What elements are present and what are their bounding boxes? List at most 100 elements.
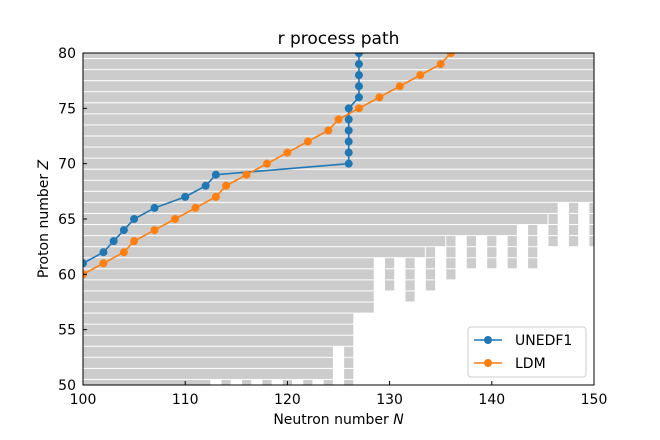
nuclei-block-z50-n100-112 bbox=[83, 379, 211, 385]
nuclei-block-z51-n126-126 bbox=[344, 368, 354, 379]
nuclei-block-z51-n100-124 bbox=[83, 368, 333, 379]
legend-label-ldm: LDM bbox=[515, 356, 546, 372]
nuclei-block-z53-n100-124 bbox=[83, 346, 333, 357]
nuclei-block-z58-n100-128 bbox=[83, 291, 374, 302]
nuclei-block-z63-n136-136 bbox=[446, 236, 456, 247]
data-point-ldm-5 bbox=[170, 215, 179, 223]
nuclei-block-z50-n116-116 bbox=[241, 379, 252, 385]
nuclei-block-z80-n100-150 bbox=[83, 53, 594, 59]
x-tick-label-5: 150 bbox=[581, 392, 608, 408]
nuclei-block-z53-n126-126 bbox=[344, 346, 354, 357]
data-point-unedf1-3 bbox=[119, 226, 128, 235]
nuclei-block-z68-n100-150 bbox=[83, 180, 594, 191]
nuclei-block-z61-n132-132 bbox=[405, 258, 415, 269]
y-tick-label-4: 70 bbox=[58, 157, 76, 173]
data-point-unedf1-14 bbox=[344, 104, 353, 113]
data-point-ldm-17 bbox=[395, 82, 404, 91]
nuclei-block-z61-n142-142 bbox=[507, 258, 517, 269]
y-tick-label-6: 80 bbox=[58, 46, 76, 62]
legend-marker-unedf1 bbox=[484, 336, 492, 344]
data-point-unedf1-2 bbox=[109, 237, 118, 246]
nuclei-block-z65-n148-148 bbox=[568, 213, 579, 225]
nuclei-block-z63-n138-138 bbox=[466, 236, 476, 247]
y-axis-label: Proton number Z bbox=[36, 159, 52, 278]
data-point-ldm-7 bbox=[211, 192, 220, 201]
nuclei-block-z63-n140-140 bbox=[487, 236, 497, 247]
data-point-unedf1-5 bbox=[150, 203, 159, 212]
data-point-ldm-8 bbox=[222, 181, 231, 190]
nuclei-block-z60-n100-128 bbox=[83, 269, 374, 280]
nuclei-block-z59-n100-128 bbox=[83, 280, 374, 291]
nuclei-block-z67-n100-150 bbox=[83, 191, 594, 202]
nuclei-block-z72-n100-150 bbox=[83, 136, 594, 147]
nuclei-block-z54-n100-126 bbox=[83, 335, 354, 346]
y-axis-label-text: Proton number bbox=[36, 174, 52, 278]
nuclei-block-z61-n136-136 bbox=[446, 258, 456, 269]
data-point-ldm-16 bbox=[375, 93, 384, 102]
nuclei-block-z61-n140-140 bbox=[487, 258, 497, 269]
nuclei-block-z61-n130-130 bbox=[384, 258, 395, 269]
data-point-unedf1-13 bbox=[344, 115, 353, 124]
nuclei-block-z50-n126-126 bbox=[344, 379, 354, 385]
y-tick-label-2: 60 bbox=[58, 267, 76, 283]
data-point-unedf1-15 bbox=[354, 93, 363, 102]
y-tick-label-3: 65 bbox=[58, 212, 76, 228]
nuclei-block-z64-n146-146 bbox=[548, 225, 558, 236]
data-point-unedf1-18 bbox=[354, 60, 363, 69]
data-point-unedf1-17 bbox=[354, 71, 363, 80]
nuclei-block-z50-n124-124 bbox=[323, 379, 333, 385]
data-point-unedf1-6 bbox=[181, 192, 190, 201]
nuclei-block-z61-n144-144 bbox=[528, 258, 538, 269]
nuclei-block-z70-n100-150 bbox=[83, 158, 594, 169]
nuclei-block-z62-n140-140 bbox=[487, 247, 497, 258]
data-point-ldm-19 bbox=[436, 60, 445, 69]
nuclei-block-z73-n100-150 bbox=[83, 125, 594, 136]
nuclei-block-z50-n114-114 bbox=[221, 379, 231, 385]
nuclei-block-z50-n118-118 bbox=[262, 379, 272, 385]
nuclei-block-z59-n132-132 bbox=[405, 280, 415, 291]
nuclei-block-z62-n134-134 bbox=[425, 247, 436, 258]
nuclei-block-z66-n100-146 bbox=[83, 202, 558, 213]
nuclei-block-z55-n100-126 bbox=[83, 324, 354, 335]
nuclei-block-z64-n148-148 bbox=[568, 225, 579, 236]
data-point-unedf1-1 bbox=[99, 248, 108, 257]
legend-marker-ldm bbox=[484, 359, 492, 367]
data-point-unedf1-19 bbox=[354, 53, 363, 57]
data-point-ldm-3 bbox=[130, 237, 139, 246]
x-axis-label: Neutron number N bbox=[273, 412, 404, 428]
x-tick-label-2: 120 bbox=[274, 392, 301, 408]
y-tick-label-5: 75 bbox=[58, 101, 76, 117]
data-point-ldm-1 bbox=[99, 259, 108, 268]
nuclei-block-z78-n100-150 bbox=[83, 70, 594, 81]
nuclei-block-z66-n148-148 bbox=[568, 202, 579, 213]
nuclei-block-z79-n100-150 bbox=[83, 59, 594, 70]
data-point-unedf1-10 bbox=[344, 148, 353, 157]
data-point-unedf1-7 bbox=[201, 181, 210, 190]
legend: UNEDF1 LDM bbox=[467, 326, 587, 378]
nuclei-block-z71-n100-150 bbox=[83, 147, 594, 158]
nuclei-block-z52-n100-124 bbox=[83, 357, 333, 368]
nuclei-block-z57-n100-128 bbox=[83, 302, 374, 313]
data-point-unedf1-4 bbox=[130, 215, 139, 223]
data-point-ldm-9 bbox=[242, 170, 251, 179]
data-point-unedf1-0 bbox=[83, 259, 87, 268]
data-point-ldm-14 bbox=[334, 115, 343, 124]
data-point-ldm-15 bbox=[354, 104, 363, 113]
nuclei-block-z56-n100-126 bbox=[83, 313, 354, 324]
data-point-ldm-2 bbox=[119, 248, 128, 257]
nuclei-block-z63-n142-142 bbox=[507, 236, 517, 247]
nuclei-block-z64-n100-142 bbox=[83, 225, 517, 236]
x-axis: 100 110 120 130 140 150 bbox=[70, 381, 608, 408]
chart-title: r process path bbox=[278, 29, 400, 49]
y-axis-label-variable: Z bbox=[36, 159, 52, 170]
data-point-unedf1-16 bbox=[354, 82, 363, 91]
nuclei-block-z65-n100-145 bbox=[83, 213, 548, 225]
data-point-ldm-13 bbox=[324, 126, 333, 135]
data-point-ldm-18 bbox=[416, 71, 425, 80]
nuclei-block-z61-n134-134 bbox=[425, 258, 436, 269]
y-axis: 50 55 60 65 70 75 80 bbox=[58, 46, 87, 394]
nuclei-block-z61-n100-128 bbox=[83, 258, 374, 269]
data-point-unedf1-12 bbox=[344, 126, 353, 135]
data-point-unedf1-9 bbox=[344, 159, 353, 168]
